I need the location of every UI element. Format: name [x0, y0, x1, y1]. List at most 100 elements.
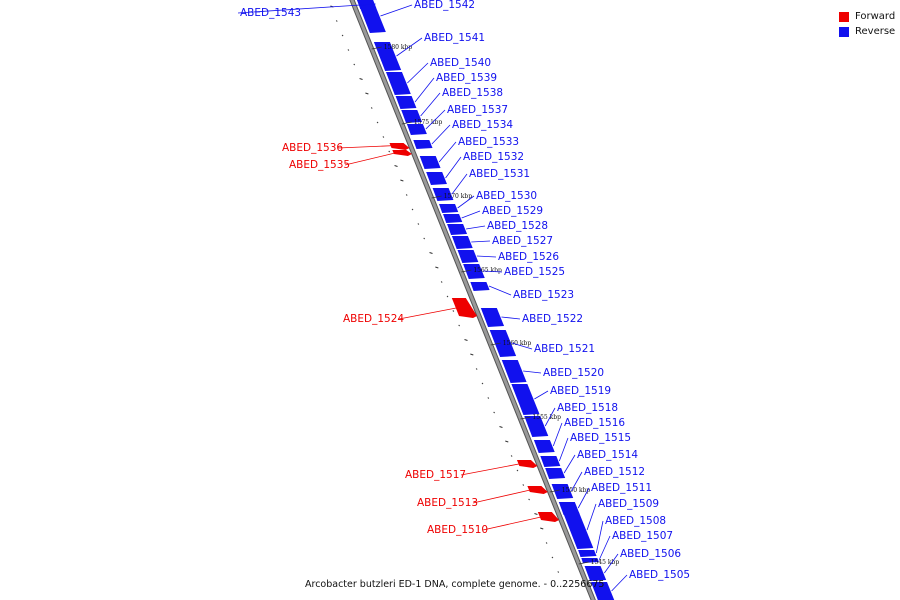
gene-label[interactable]: ABED_1512 [584, 466, 645, 478]
gene-leader-line [396, 37, 423, 57]
gene-label[interactable]: ABED_1540 [430, 57, 491, 69]
gene-label[interactable]: ABED_1529 [482, 205, 543, 217]
gene-feature[interactable] [584, 566, 607, 581]
gene-label[interactable]: ABED_1515 [570, 432, 631, 444]
strand-dot [545, 542, 548, 544]
gene-label[interactable]: ABED_1508 [605, 515, 666, 527]
gene-label[interactable]: ABED_1527 [492, 235, 553, 247]
gene-feature[interactable] [463, 264, 485, 279]
gene-label[interactable]: ABED_1530 [476, 190, 537, 202]
gene-feature[interactable] [558, 502, 580, 515]
gene-feature[interactable] [447, 224, 468, 235]
gene-feature[interactable] [581, 558, 599, 563]
gene-label[interactable]: ABED_1516 [564, 417, 625, 429]
gene-feature[interactable] [389, 143, 410, 150]
gene-label[interactable]: ABED_1506 [620, 548, 681, 560]
gene-feature[interactable] [443, 214, 463, 223]
gene-label[interactable]: ABED_1524 [343, 313, 404, 325]
gene-leader-line [472, 488, 535, 504]
scale-tick [431, 195, 442, 199]
gene-feature[interactable] [373, 42, 402, 71]
genome-caption: Arcobacter butzleri ED-1 DNA, complete g… [305, 579, 605, 590]
gene-label[interactable]: ABED_1539 [436, 72, 497, 84]
gene-label[interactable]: ABED_1541 [424, 32, 485, 44]
gene-leader-line [337, 145, 397, 149]
gene-feature[interactable] [385, 72, 411, 95]
strand-dot [487, 397, 490, 399]
gene-leader-line [577, 487, 590, 509]
gene-label[interactable]: ABED_1532 [463, 151, 524, 163]
gene-leader-line [471, 240, 491, 243]
gene-feature[interactable] [501, 360, 527, 383]
scale-tick [549, 489, 560, 493]
gene-feature[interactable] [357, 0, 386, 33]
gene-feature[interactable] [578, 550, 597, 557]
gene-feature[interactable] [392, 150, 412, 156]
gene-feature[interactable] [524, 416, 549, 437]
gene-label[interactable]: ABED_1525 [504, 266, 565, 278]
gene-feature[interactable] [480, 308, 505, 327]
gene-label[interactable]: ABED_1537 [447, 104, 508, 116]
scale-tick-label: 1565 kbp [473, 267, 502, 274]
gene-label[interactable]: ABED_1542 [414, 0, 475, 11]
gene-label[interactable]: ABED_1517 [405, 469, 466, 481]
gene-leader-line [457, 195, 475, 209]
gene-feature[interactable] [419, 156, 441, 169]
gene-label[interactable]: ABED_1505 [629, 569, 690, 581]
gene-feature[interactable] [537, 512, 560, 522]
gene-label[interactable]: ABED_1513 [417, 497, 478, 509]
gene-label[interactable]: ABED_1543 [240, 7, 301, 19]
scale-tick [401, 121, 412, 125]
gene-feature[interactable] [451, 298, 478, 318]
strand-dot [493, 411, 495, 414]
gene-label[interactable]: ABED_1519 [550, 385, 611, 397]
gene-label[interactable]: ABED_1526 [498, 251, 559, 263]
gene-label[interactable]: ABED_1511 [591, 482, 652, 494]
gene-label[interactable]: ABED_1538 [442, 87, 503, 99]
gene-feature[interactable] [401, 110, 423, 123]
gene-label[interactable]: ABED_1520 [543, 367, 604, 379]
gene-label[interactable]: ABED_1514 [577, 449, 638, 461]
gene-label[interactable]: ABED_1533 [458, 136, 519, 148]
gene-feature[interactable] [540, 456, 561, 467]
gene-feature[interactable] [516, 460, 538, 468]
strand-dot [452, 310, 455, 312]
scale-tick-label: 1560 kbp [503, 340, 532, 347]
gene-label[interactable]: ABED_1523 [513, 289, 574, 301]
gene-feature[interactable] [590, 582, 615, 600]
gene-feature[interactable] [432, 188, 454, 201]
gene-feature[interactable] [395, 96, 417, 109]
gene-label[interactable]: ABED_1507 [612, 530, 673, 542]
gene-feature[interactable] [451, 236, 473, 249]
strand-dot [405, 194, 408, 196]
axis-line [350, 0, 595, 600]
strand-dot [365, 92, 369, 95]
gene-feature[interactable] [533, 440, 555, 453]
gene-label[interactable]: ABED_1521 [534, 343, 595, 355]
gene-feature[interactable] [562, 512, 594, 549]
gene-feature[interactable] [426, 172, 447, 185]
gene-label[interactable]: ABED_1518 [557, 402, 618, 414]
gene-feature[interactable] [439, 204, 459, 213]
gene-leader-line [552, 422, 563, 447]
gene-label[interactable]: ABED_1534 [452, 119, 513, 131]
gene-feature[interactable] [527, 486, 548, 494]
gene-feature[interactable] [470, 282, 490, 291]
gene-label[interactable]: ABED_1536 [282, 142, 343, 154]
gene-label[interactable]: ABED_1535 [289, 159, 350, 171]
gene-label[interactable]: ABED_1522 [522, 313, 583, 325]
gene-label[interactable]: ABED_1531 [469, 168, 530, 180]
gene-feature[interactable] [457, 250, 479, 263]
gene-label[interactable]: ABED_1510 [427, 524, 488, 536]
gene-feature[interactable] [545, 468, 566, 479]
gene-feature[interactable] [406, 124, 427, 135]
gene-feature[interactable] [551, 484, 574, 499]
strand-dot [411, 208, 414, 211]
strand-dot [353, 63, 356, 66]
gene-feature[interactable] [413, 140, 433, 149]
gene-label[interactable]: ABED_1528 [487, 220, 548, 232]
gene-label[interactable]: ABED_1509 [598, 498, 659, 510]
gene-feature[interactable] [511, 384, 540, 415]
gene-feature[interactable] [489, 330, 517, 357]
gene-leader-line [344, 151, 400, 166]
